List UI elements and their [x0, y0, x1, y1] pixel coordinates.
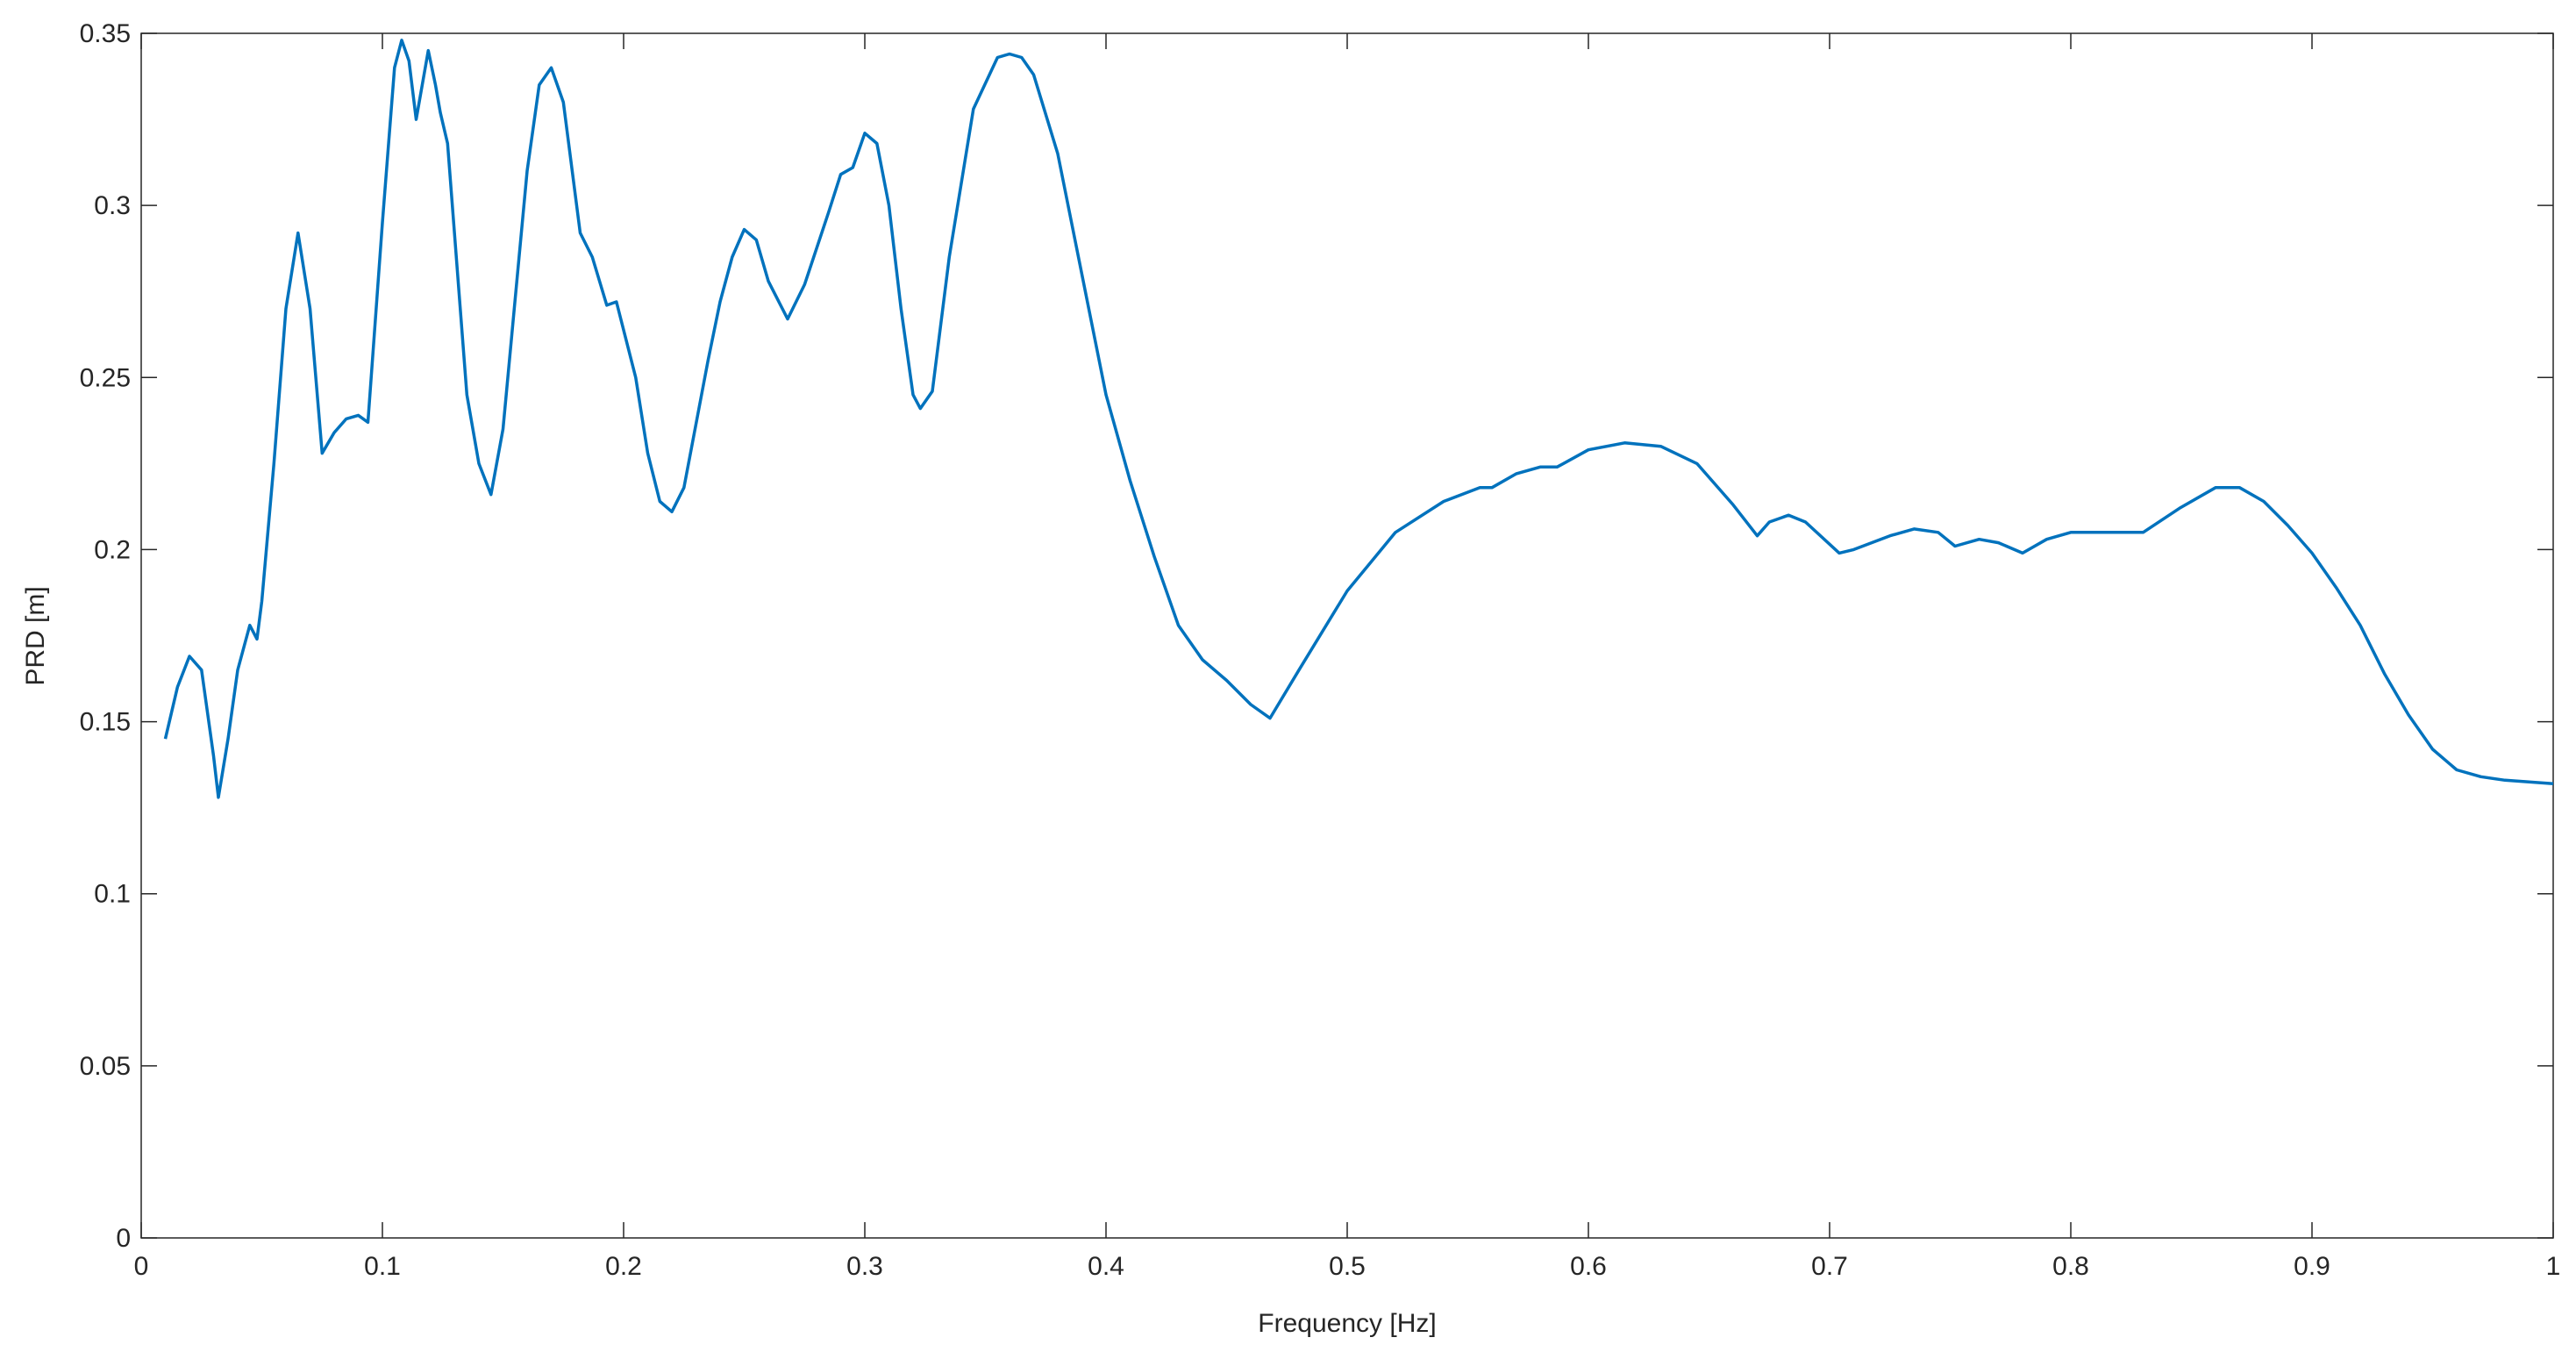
y-tick-label: 0.05 [80, 1052, 131, 1081]
x-tick-label: 0.2 [605, 1252, 642, 1281]
x-tick-label: 0.6 [1570, 1252, 1607, 1281]
y-tick-label: 0 [116, 1224, 131, 1253]
y-tick-label: 0.3 [94, 191, 131, 220]
x-tick-label: 0 [134, 1252, 149, 1281]
x-tick-label: 0.1 [364, 1252, 401, 1281]
x-tick-label: 0.8 [2052, 1252, 2089, 1281]
x-tick-label: 0.3 [846, 1252, 883, 1281]
data-line [163, 39, 2554, 799]
x-tick-label: 0.7 [1811, 1252, 1848, 1281]
y-tick-label: 0.35 [80, 19, 131, 48]
y-tick-label: 0.15 [80, 708, 131, 737]
x-tick-label: 1 [2546, 1252, 2561, 1281]
x-tick-label: 0.4 [1088, 1252, 1124, 1281]
y-tick-label: 0.25 [80, 363, 131, 392]
y-tick-label: 0.1 [94, 880, 131, 909]
y-tick-label: 0.2 [94, 535, 131, 564]
y-axis-label: PRD [m] [21, 586, 50, 685]
x-tick-label: 0.9 [2294, 1252, 2330, 1281]
x-axis-label: Frequency [Hz] [1258, 1309, 1436, 1338]
plot-box [140, 32, 2554, 1239]
x-tick-label: 0.5 [1329, 1252, 1366, 1281]
